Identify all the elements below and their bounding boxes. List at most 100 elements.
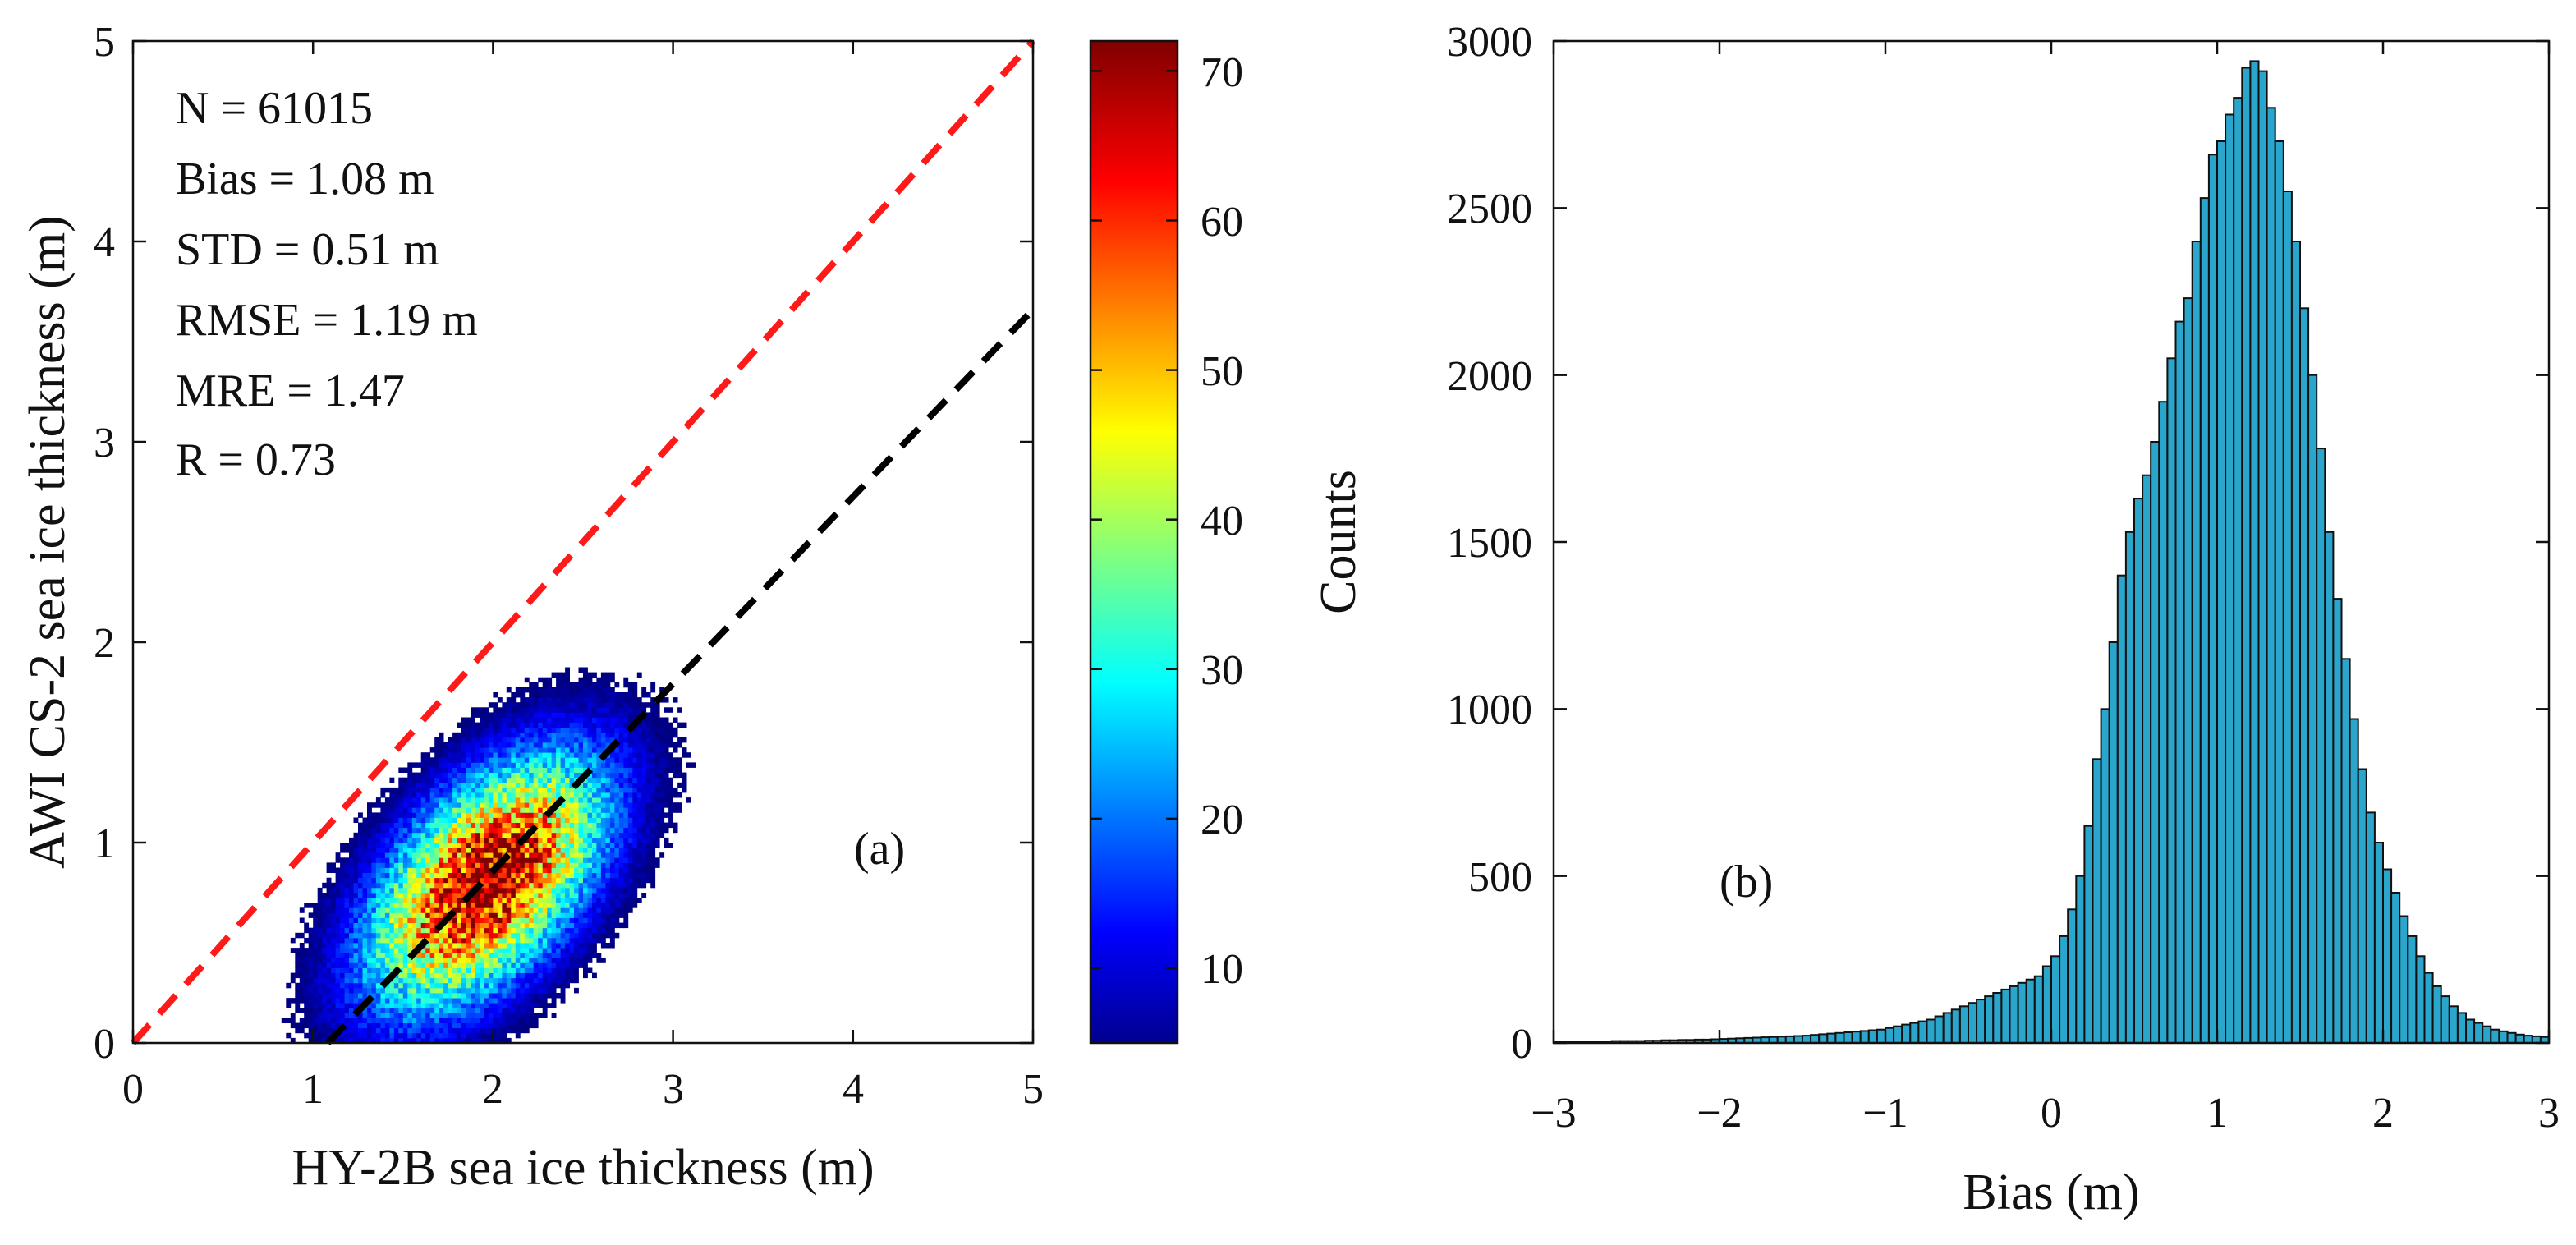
density-cell: [542, 752, 548, 758]
density-cell: [583, 972, 588, 979]
density-cell: [416, 977, 422, 984]
density-cell: [488, 757, 494, 763]
density-cell: [398, 998, 404, 1004]
density-cell: [542, 998, 548, 1004]
density-cell: [560, 948, 566, 953]
density-cell: [452, 792, 457, 798]
density-cell: [304, 1018, 310, 1023]
density-cell: [380, 802, 386, 808]
density-cell: [439, 767, 444, 773]
density-cell: [502, 982, 507, 989]
density-cell: [556, 782, 561, 788]
density-cell: [380, 943, 386, 949]
density-cell: [515, 1022, 521, 1029]
density-cell: [416, 937, 422, 944]
density-cell: [371, 812, 377, 818]
density-cell: [493, 777, 498, 783]
y-tick-label: 1000: [1447, 687, 1532, 733]
density-cell: [488, 1022, 494, 1029]
density-cell: [402, 827, 408, 834]
density-cell: [393, 877, 399, 884]
density-cell: [609, 677, 615, 683]
density-cell: [439, 757, 444, 763]
colorbar-gradient: [1091, 41, 1178, 1043]
density-cell: [529, 1003, 535, 1008]
density-cell: [407, 893, 413, 898]
density-cell: [560, 832, 566, 838]
density-cell: [574, 772, 579, 779]
density-cell: [547, 717, 553, 723]
density-cell: [429, 832, 435, 838]
density-cell: [583, 762, 588, 768]
density-cell: [511, 907, 517, 913]
density-cell: [520, 867, 526, 873]
density-cell: [488, 893, 494, 898]
density-cell: [511, 817, 517, 823]
histogram-bar: [1976, 999, 1986, 1044]
density-cell: [506, 1008, 512, 1013]
density-cell: [497, 903, 503, 908]
density-cell: [317, 917, 323, 923]
density-cell: [380, 948, 386, 953]
density-cell: [542, 867, 548, 873]
density-cell: [443, 962, 448, 968]
stat-std: STD = 0.51 m: [176, 224, 439, 275]
density-cell: [331, 932, 336, 939]
density-cell: [524, 943, 530, 949]
density-cell: [466, 752, 471, 758]
density-cell: [313, 917, 319, 923]
density-cell: [480, 898, 484, 903]
density-cell: [353, 852, 359, 858]
density-cell: [533, 917, 539, 923]
density-cell: [443, 982, 448, 989]
density-cell: [542, 922, 548, 929]
density-cell: [547, 927, 553, 934]
density-cell: [420, 922, 426, 929]
density-cell: [380, 872, 386, 879]
density-cell: [452, 937, 457, 944]
density-cell: [506, 802, 512, 808]
density-cell: [538, 697, 544, 703]
density-cell: [326, 1003, 332, 1008]
density-cell: [497, 958, 503, 963]
density-cell: [425, 953, 431, 958]
density-cell: [574, 827, 579, 834]
density-cell: [466, 867, 471, 873]
density-cell: [380, 917, 386, 923]
density-cell: [605, 717, 611, 723]
density-cell: [488, 802, 494, 808]
density-cell: [565, 893, 570, 898]
density-cell: [556, 712, 561, 718]
density-cell: [389, 903, 395, 908]
density-cell: [371, 893, 377, 898]
density-cell: [371, 1027, 377, 1034]
density-cell: [583, 937, 588, 944]
density-cell: [502, 843, 507, 848]
density-cell: [389, 843, 395, 848]
density-cell: [398, 822, 404, 829]
density-cell: [511, 958, 517, 963]
density-cell: [614, 852, 620, 858]
density-cell: [583, 912, 588, 918]
density-cell: [331, 943, 336, 949]
density-cell: [497, 797, 503, 803]
density-cell: [371, 1022, 377, 1029]
density-cell: [402, 953, 408, 958]
density-cell: [506, 962, 512, 968]
density-cell: [402, 882, 408, 889]
density-cell: [488, 817, 494, 823]
density-cell: [448, 1037, 453, 1043]
density-cell: [641, 797, 647, 803]
density-cell: [583, 692, 588, 698]
density-cell: [515, 982, 521, 989]
histogram-bar: [1826, 1032, 1837, 1044]
density-cell: [605, 862, 611, 868]
density-cell: [443, 752, 448, 758]
density-cell: [574, 977, 579, 984]
density-cell: [497, 812, 503, 818]
density-cell: [542, 827, 548, 834]
density-cell: [322, 1037, 328, 1043]
density-cell: [380, 953, 386, 958]
density-cell: [645, 712, 651, 718]
density-cell: [574, 762, 579, 768]
